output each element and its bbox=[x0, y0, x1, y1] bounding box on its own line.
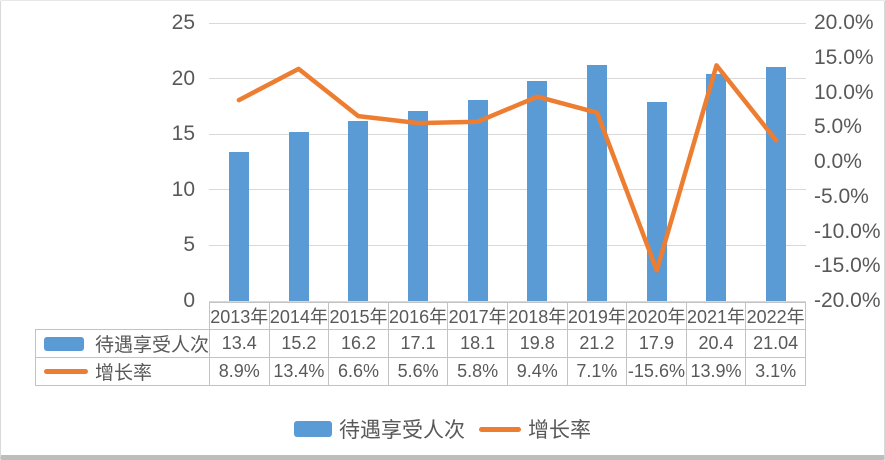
gridline bbox=[209, 133, 806, 135]
value-cell: 13.4% bbox=[268, 357, 330, 386]
line-series bbox=[236, 63, 779, 273]
value-cell: 17.9 bbox=[626, 329, 687, 358]
value-cell: 18.1 bbox=[447, 329, 508, 358]
bar-2013年 bbox=[228, 152, 249, 301]
year-header: 2021年 bbox=[685, 302, 747, 330]
legend-item-line: 增长率 bbox=[465, 414, 591, 444]
value-cell: 19.8 bbox=[506, 329, 568, 358]
line-series-swatch-icon bbox=[479, 426, 521, 432]
bar-2022年 bbox=[766, 67, 787, 301]
bar-series-swatch-icon bbox=[294, 421, 332, 437]
right-axis-tick: -10.0% bbox=[814, 219, 881, 243]
year-header: 2016年 bbox=[387, 302, 449, 330]
left-axis-tick: 25 bbox=[171, 11, 195, 34]
value-cell: 21.2 bbox=[566, 329, 628, 358]
right-axis-tick: -15.0% bbox=[814, 254, 881, 278]
series-row-header: 待遇享受人次 bbox=[35, 329, 210, 358]
right-axis-tick: 20.0% bbox=[814, 11, 874, 34]
value-cell: 8.9% bbox=[209, 357, 270, 386]
chart-legend: 待遇享受人次 增长率 bbox=[1, 413, 884, 445]
series-row-header: 增长率 bbox=[35, 357, 210, 386]
bar-series-swatch-icon bbox=[44, 336, 84, 351]
bar-2021年 bbox=[706, 74, 727, 301]
gridline bbox=[209, 78, 806, 80]
bar-2014年 bbox=[288, 131, 309, 301]
left-axis-tick: 0 bbox=[183, 289, 195, 312]
right-axis-tick: -5.0% bbox=[814, 184, 869, 208]
right-axis-tick: 5.0% bbox=[814, 115, 862, 139]
value-cell: 15.2 bbox=[268, 329, 330, 358]
value-cell: 3.1% bbox=[745, 357, 806, 386]
left-axis-tick: 20 bbox=[171, 66, 195, 90]
value-cell: 16.2 bbox=[328, 329, 389, 358]
line-series-swatch-icon bbox=[44, 369, 88, 374]
year-header: 2013年 bbox=[209, 302, 270, 330]
legend-item-bar: 待遇享受人次 bbox=[294, 414, 465, 444]
legend-label-bar: 待遇享受人次 bbox=[339, 419, 465, 442]
growth-rate-line bbox=[236, 63, 779, 273]
year-header: 2022年 bbox=[745, 302, 806, 330]
value-cell: 20.4 bbox=[685, 329, 747, 358]
value-cell: 21.04 bbox=[745, 329, 806, 358]
left-axis-tick: 10 bbox=[171, 177, 195, 201]
year-header: 2018年 bbox=[506, 302, 568, 330]
bar-2015年 bbox=[348, 120, 369, 301]
year-header: 2019年 bbox=[566, 302, 628, 330]
table-corner-cell bbox=[36, 303, 210, 330]
value-cell: 17.1 bbox=[387, 329, 449, 358]
data-table: 2013年 2014年 2015年 2016年 2017年 2018年 2019年 2020年… bbox=[35, 302, 806, 386]
left-axis-tick: 5 bbox=[183, 233, 195, 257]
value-cell: 7.1% bbox=[566, 357, 628, 386]
bar-2016年 bbox=[407, 110, 428, 301]
year-header: 2020年 bbox=[626, 302, 687, 330]
left-axis-tick: 15 bbox=[171, 122, 195, 146]
plot-area bbox=[209, 22, 806, 302]
value-cell: 13.4 bbox=[209, 329, 270, 358]
value-cell: 5.8% bbox=[447, 357, 508, 386]
table-row: 待遇享受人次 13.4 15.2 16.2 17.1 18.1 19.8 21.2 17.9 20… bbox=[35, 329, 806, 358]
value-cell: -15.6% bbox=[626, 357, 687, 386]
gridline bbox=[209, 244, 806, 246]
right-axis-tick: 0.0% bbox=[814, 150, 862, 173]
table-row: 增长率 8.9% 13.4% 6.6% 5.6% 5.8% 9.4% 7.1% -15.6% 13… bbox=[35, 357, 806, 386]
right-axis-tick: 15.0% bbox=[814, 45, 874, 69]
gridline bbox=[209, 300, 806, 302]
gridline bbox=[209, 189, 806, 191]
value-cell: 6.6% bbox=[328, 357, 389, 386]
year-header: 2014年 bbox=[268, 302, 330, 330]
gridline bbox=[209, 22, 806, 24]
series-name: 增长率 bbox=[95, 363, 153, 384]
bar-2017年 bbox=[467, 99, 488, 301]
year-header: 2015年 bbox=[328, 302, 389, 330]
right-axis-tick: -20.0% bbox=[814, 289, 881, 312]
bar-2018年 bbox=[527, 80, 548, 301]
series-name: 待遇享受人次 bbox=[95, 335, 210, 356]
value-cell: 13.9% bbox=[685, 357, 747, 386]
value-cell: 9.4% bbox=[506, 357, 568, 386]
value-cell: 5.6% bbox=[387, 357, 449, 386]
right-axis-tick: 10.0% bbox=[814, 80, 874, 104]
legend-label-line: 增长率 bbox=[528, 419, 591, 442]
year-header: 2017年 bbox=[447, 302, 508, 330]
